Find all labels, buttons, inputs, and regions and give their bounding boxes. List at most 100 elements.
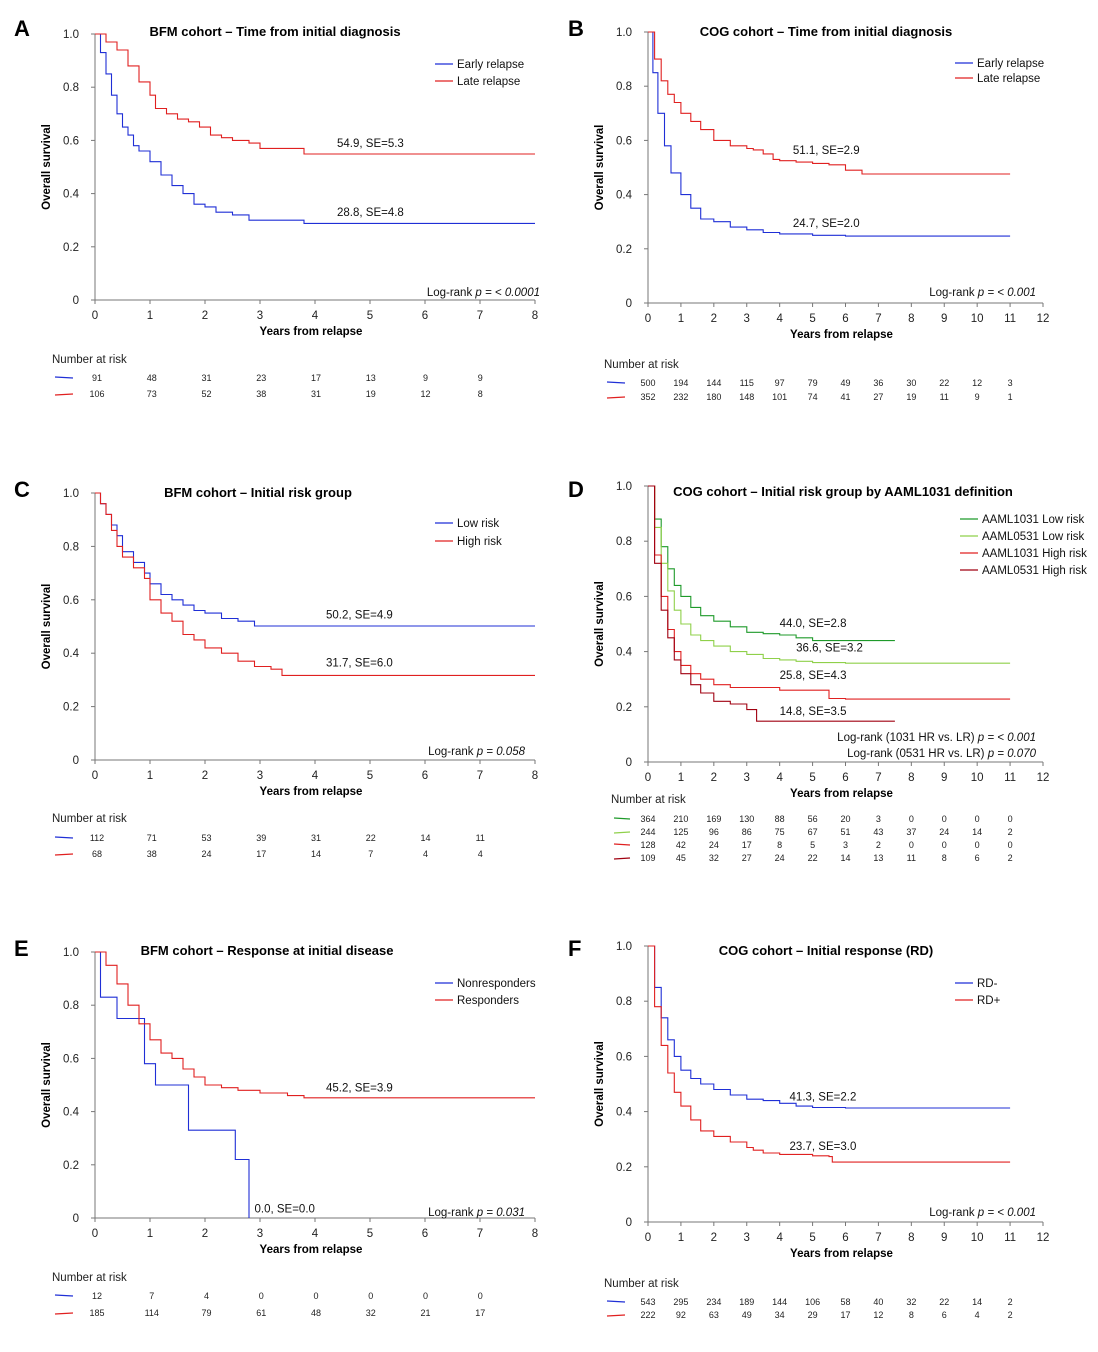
risk-value: 130 [739, 814, 754, 824]
x-tick-label: 12 [1037, 772, 1050, 784]
logrank-p: p = < 0.001 [977, 287, 1036, 299]
chart-title: BFM cohort – Initial risk group [164, 485, 352, 500]
risk-value: 53 [201, 833, 211, 843]
x-tick-label: 8 [908, 313, 914, 325]
panel-f: F COG cohort – Initial response (RD) 0 0.2 0… [568, 936, 1049, 1320]
logrank-text-2: Log-rank (0531 HR vs. LR) p = 0.070 [847, 748, 1037, 760]
x-tick-label: 12 [1037, 313, 1050, 325]
risk-value: 22 [808, 853, 818, 863]
median-annotation: 14.8, SE=3.5 [780, 706, 847, 718]
risk-value: 8 [777, 840, 782, 850]
y-tick-label: 1.0 [616, 941, 632, 953]
panel-d: D COG cohort – Initial risk group by AAML… [568, 477, 1087, 863]
legend-label: AAML0531 High risk [982, 565, 1087, 577]
median-annotation: 41.3, SE=2.2 [790, 1092, 857, 1104]
x-tick-label: 8 [532, 1228, 538, 1240]
x-tick-label: 1 [678, 313, 684, 325]
risk-value: 0 [942, 814, 947, 824]
x-tick-label: 10 [971, 313, 984, 325]
y-tick-label: 0.6 [63, 135, 79, 147]
x-tick-label: 0 [92, 1228, 98, 1240]
risk-value: 0 [478, 1291, 483, 1301]
x-tick-label: 1 [678, 772, 684, 784]
panel-letter: A [14, 16, 30, 41]
risk-value: 109 [640, 853, 655, 863]
y-tick-label: 0 [73, 295, 79, 307]
risk-value: 9 [478, 373, 483, 383]
risk-value: 7 [368, 849, 373, 859]
median-annotation: 23.7, SE=3.0 [790, 1141, 857, 1153]
chart-title: COG cohort – Initial response (RD) [719, 943, 934, 958]
y-tick-label: 0.8 [63, 82, 79, 94]
panel-letter: E [14, 936, 29, 961]
x-tick-label: 6 [842, 1232, 848, 1244]
median-annotation: 54.9, SE=5.3 [337, 138, 404, 150]
risk-value: 9 [975, 392, 980, 402]
legend-label: RD- [977, 978, 998, 990]
logrank-text: Log-rank (1031 HR vs. LR) p = < 0.001 [837, 732, 1036, 744]
risk-row-swatch [54, 1294, 74, 1297]
y-tick-label: 0.6 [63, 1053, 79, 1065]
risk-value: 364 [640, 814, 655, 824]
risk-value: 27 [873, 392, 883, 402]
risk-value: 20 [840, 814, 850, 824]
x-tick-label: 6 [842, 313, 848, 325]
risk-value: 112 [90, 833, 104, 843]
legend-label: Early relapse [457, 59, 524, 71]
risk-value: 61 [256, 1308, 266, 1318]
risk-value: 0 [909, 840, 914, 850]
risk-value: 96 [709, 827, 719, 837]
risk-value: 29 [808, 1310, 818, 1320]
risk-value: 24 [709, 840, 719, 850]
x-tick-label: 7 [477, 1228, 483, 1240]
series-line-late-relapse [95, 33, 535, 155]
y-tick-label: 1.0 [616, 481, 632, 493]
x-tick-label: 2 [202, 310, 208, 322]
x-tick-label: 6 [422, 1228, 428, 1240]
risk-value: 24 [201, 849, 211, 859]
risk-value: 11 [940, 392, 949, 402]
risk-value: 75 [775, 827, 785, 837]
y-tick-label: 0.2 [63, 242, 79, 254]
x-tick-label: 3 [257, 310, 263, 322]
risk-value: 19 [906, 392, 916, 402]
risk-value: 31 [311, 389, 321, 399]
y-tick-label: 0 [626, 298, 632, 310]
risk-value: 38 [256, 389, 266, 399]
risk-value: 17 [840, 1310, 850, 1320]
x-tick-label: 8 [532, 770, 538, 782]
risk-value: 14 [972, 827, 982, 837]
x-tick-label: 12 [1037, 1232, 1050, 1244]
risk-value: 0 [942, 840, 947, 850]
risk-value: 352 [640, 392, 655, 402]
x-tick-label: 0 [645, 1232, 651, 1244]
x-tick-label: 7 [477, 310, 483, 322]
risk-value: 106 [805, 1297, 820, 1307]
x-tick-label: 1 [678, 1232, 684, 1244]
y-tick-label: 1.0 [63, 947, 79, 959]
risk-value: 101 [772, 392, 787, 402]
logrank-p: p = < 0.001 [977, 1207, 1036, 1219]
y-tick-label: 0.6 [616, 1051, 632, 1063]
panel-letter: C [14, 477, 30, 502]
median-annotation: 51.1, SE=2.9 [793, 145, 860, 157]
risk-value: 24 [775, 853, 785, 863]
x-tick-label: 1 [147, 770, 153, 782]
x-tick-label: 7 [477, 770, 483, 782]
series-line-aaml1031-high-risk [648, 485, 1011, 700]
risk-value: 56 [808, 814, 818, 824]
y-tick-label: 0.6 [616, 135, 632, 147]
median-annotation: 25.8, SE=4.3 [780, 670, 847, 682]
median-annotation: 45.2, SE=3.9 [326, 1083, 393, 1095]
chart-title: COG cohort – Time from initial diagnosis [700, 24, 953, 39]
risk-value: 115 [740, 378, 754, 388]
risk-value: 2 [1008, 1297, 1013, 1307]
risk-value: 6 [975, 853, 980, 863]
risk-value: 30 [906, 378, 916, 388]
risk-value: 41 [840, 392, 850, 402]
risk-row-swatch [54, 853, 74, 856]
x-tick-label: 9 [941, 1232, 947, 1244]
y-tick-label: 0.4 [616, 647, 633, 659]
x-tick-label: 10 [971, 1232, 984, 1244]
